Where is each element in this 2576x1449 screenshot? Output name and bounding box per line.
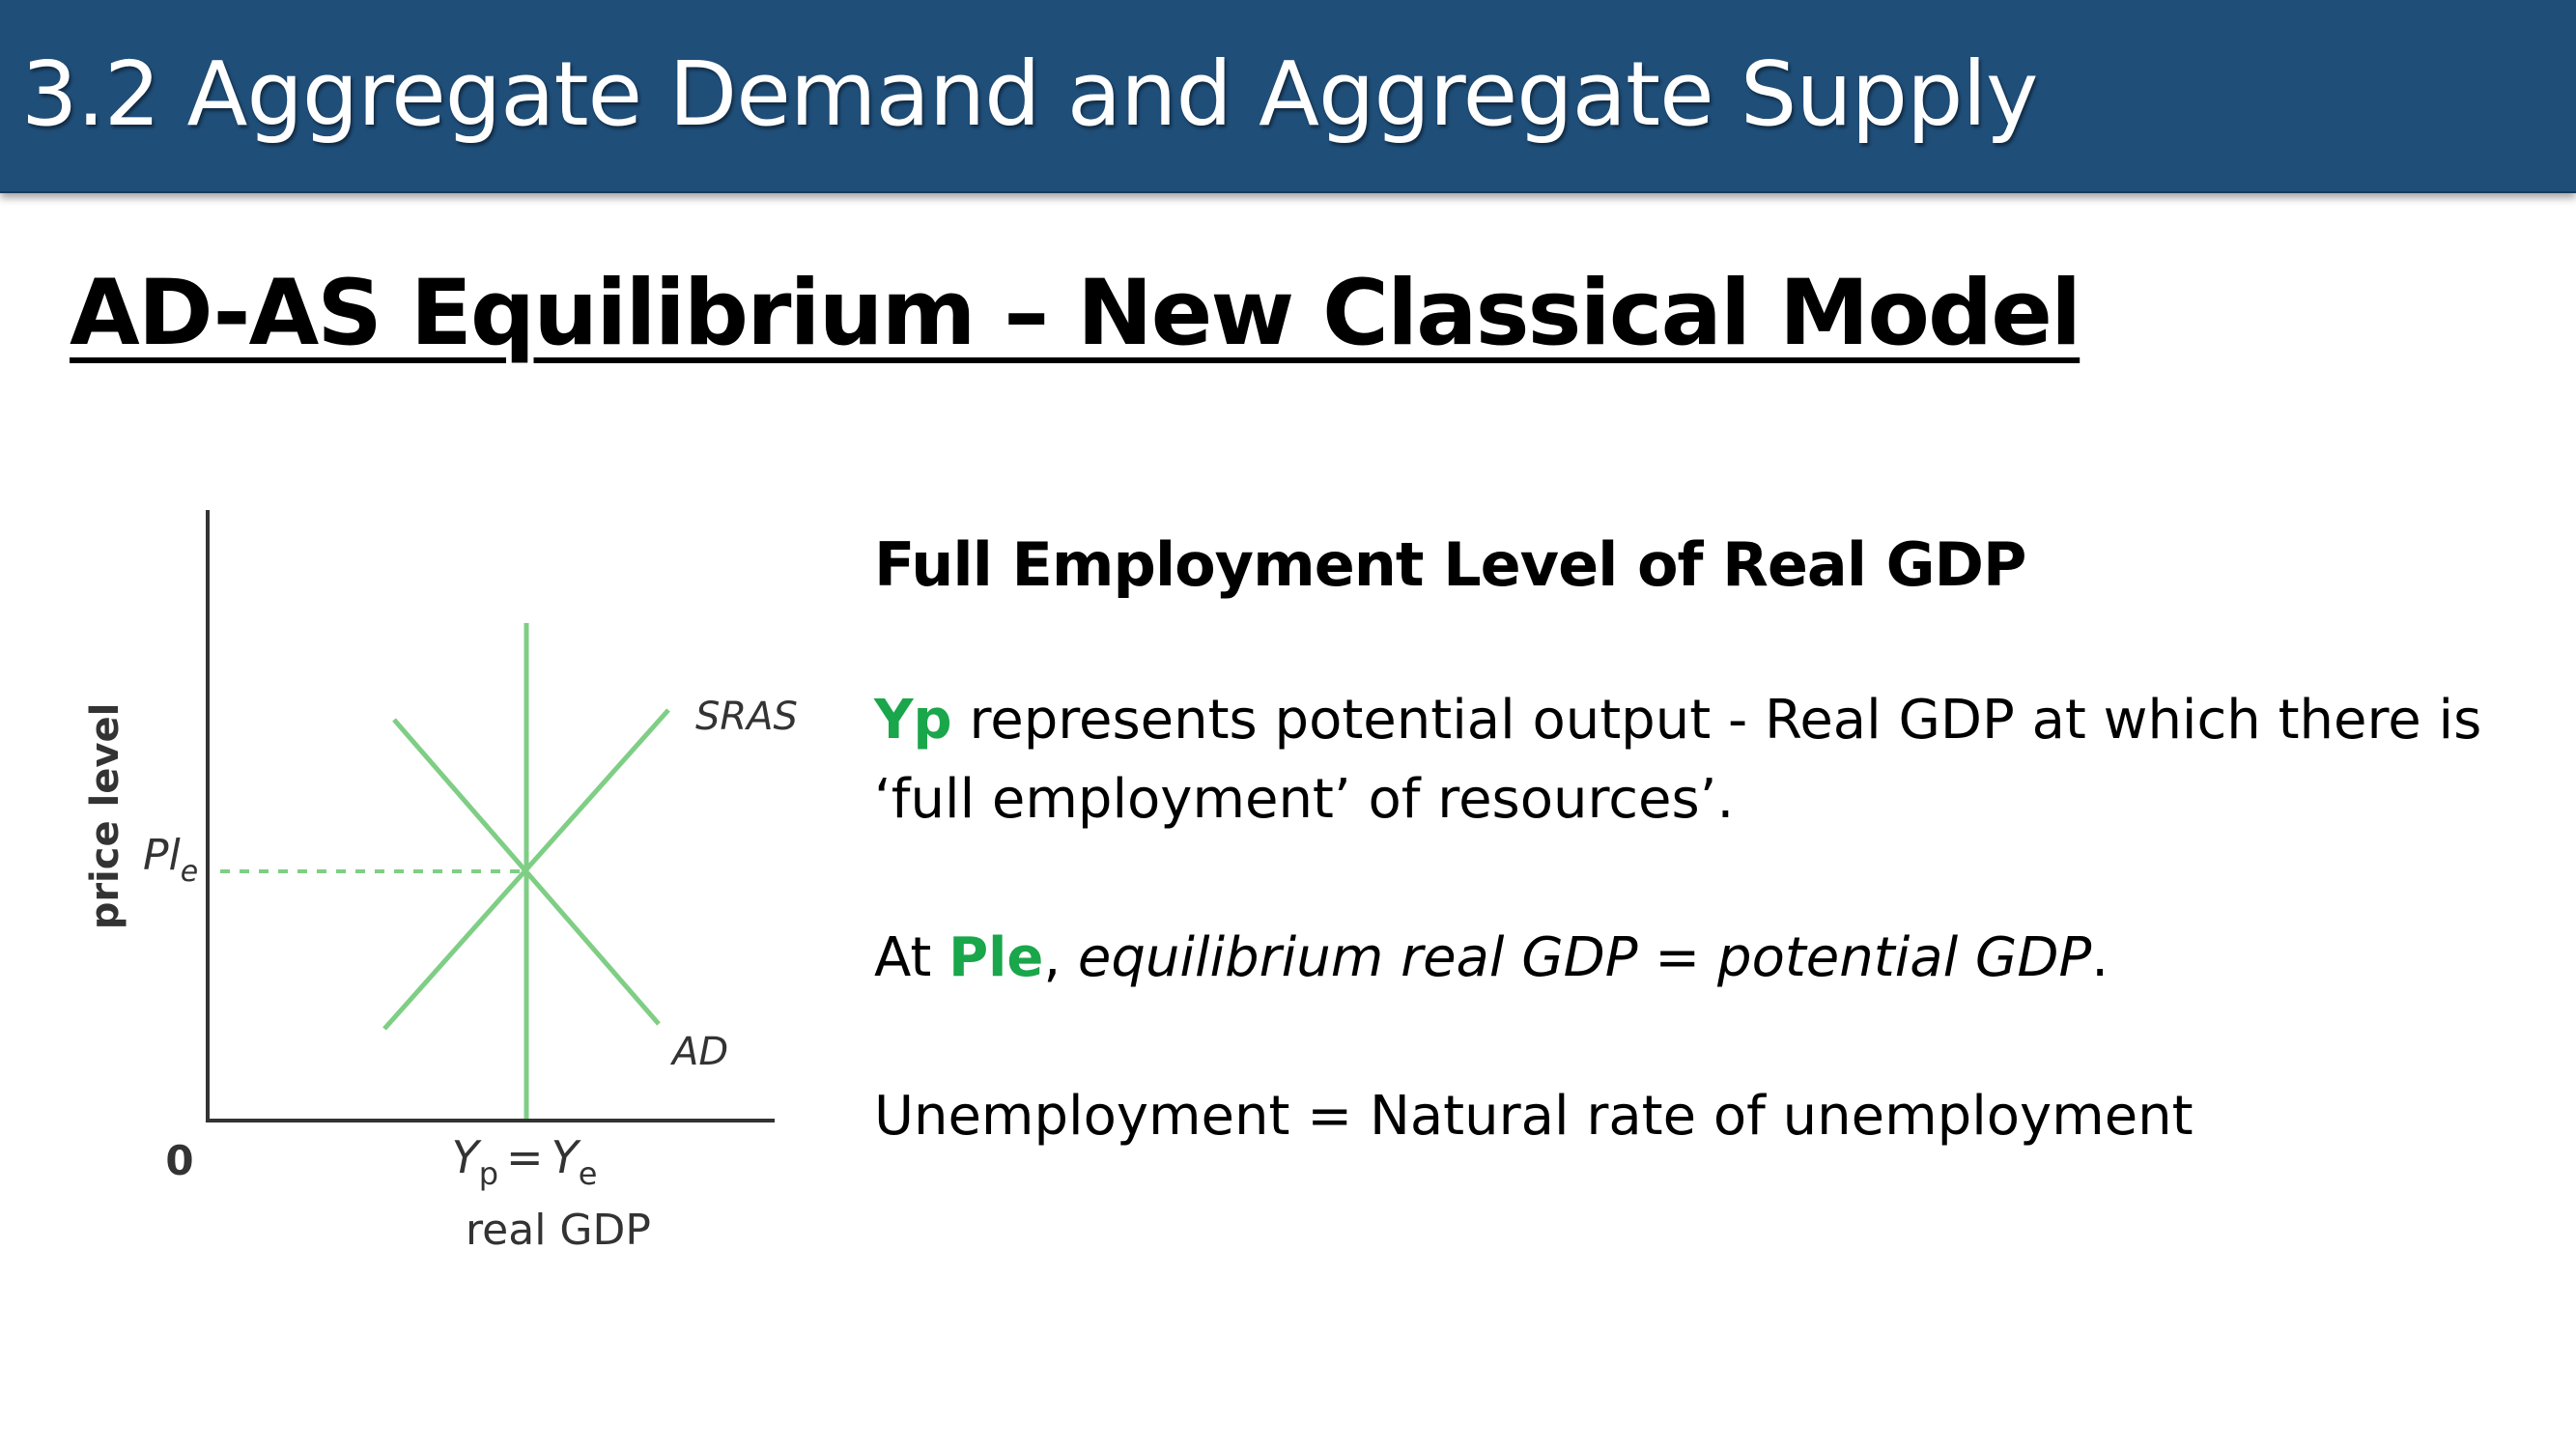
header-title: 3.2 Aggregate Demand and Aggregate Suppl… (21, 43, 2038, 146)
yp-highlight: Yp (874, 689, 952, 752)
paragraph-equilibrium: At Ple, equilibrium real GDP = potential… (874, 926, 2109, 989)
y-axis-label: price level (83, 703, 127, 930)
content-panel: Full Employment Level of Real GDP Yp rep… (874, 529, 2535, 1156)
ad-as-diagram: price level Ple SRAS AD 0 Yp = Ye real GDP (58, 493, 811, 1285)
paragraph-unemployment: Unemployment = Natural rate of unemploym… (874, 1085, 2194, 1148)
paragraph-potential-output: Yp represents potential output - Real GD… (874, 689, 2482, 752)
origin-label: 0 (165, 1137, 193, 1184)
content-heading: Full Employment Level of Real GDP (874, 529, 2026, 600)
header-bar: 3.2 Aggregate Demand and Aggregate Suppl… (0, 0, 2576, 193)
ple-highlight: Ple (948, 926, 1044, 989)
paragraph-potential-output-line2: ‘full employment’ of resources’. (874, 768, 1735, 831)
ad-curve (392, 718, 661, 1026)
slide-title: AD-AS Equilibrium – New Classical Model (70, 261, 2081, 366)
sras-label: SRAS (695, 695, 798, 739)
ad-label: AD (669, 1030, 728, 1074)
yp-ye-label: Yp = Ye (452, 1131, 598, 1192)
ad-as-diagram-svg: price level Ple SRAS AD 0 Yp = Ye real GDP (83, 510, 798, 1255)
x-axis-label: real GDP (466, 1206, 651, 1255)
price-level-label: Ple (143, 831, 198, 889)
